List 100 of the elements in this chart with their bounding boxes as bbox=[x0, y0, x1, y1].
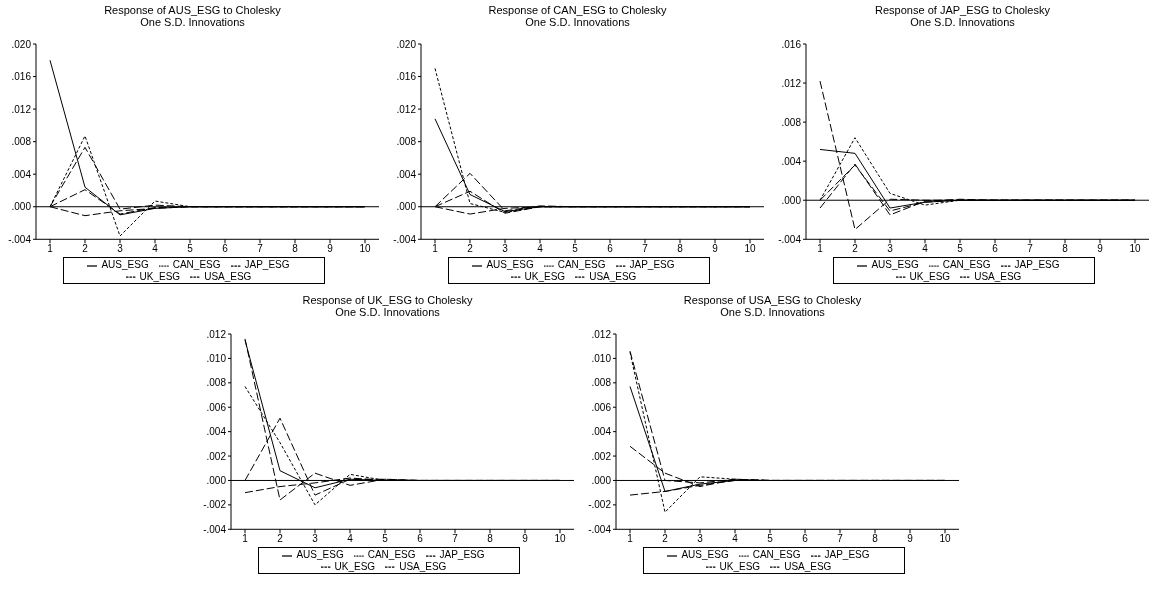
x-tick-label: 5 bbox=[767, 533, 774, 545]
y-tick-label: .008 bbox=[591, 377, 612, 389]
y-tick-label: .008 bbox=[396, 136, 417, 148]
x-tick-label: 1 bbox=[47, 243, 54, 255]
x-tick-label: 6 bbox=[417, 533, 424, 545]
chart-title: Response of USA_ESG to Cholesky bbox=[682, 294, 863, 306]
x-tick-label: 3 bbox=[697, 533, 704, 545]
legend-label: UK_ESG bbox=[719, 560, 761, 572]
x-tick-label: 9 bbox=[522, 533, 529, 545]
y-tick-label: .000 bbox=[11, 201, 32, 213]
y-tick-label: -.004 bbox=[393, 233, 417, 245]
legend-label: CAN_ESG bbox=[367, 549, 416, 561]
legend-label: JAP_ESG bbox=[1014, 259, 1060, 271]
x-tick-label: 1 bbox=[432, 243, 439, 255]
x-tick-label: 2 bbox=[852, 243, 859, 255]
legend-label: AUS_ESG bbox=[296, 549, 344, 561]
legend-label: UK_ESG bbox=[909, 270, 951, 282]
legend-label: UK_ESG bbox=[524, 270, 566, 282]
y-tick-label: .000 bbox=[781, 194, 802, 206]
legend-label: USA_ESG bbox=[784, 560, 832, 572]
y-tick-label: .002 bbox=[591, 450, 612, 462]
y-tick-label: .008 bbox=[781, 116, 802, 128]
y-tick-label: .006 bbox=[206, 401, 227, 413]
y-tick-label: .004 bbox=[206, 426, 227, 438]
x-tick-label: 4 bbox=[347, 533, 354, 545]
legend-label: JAP_ESG bbox=[244, 259, 290, 271]
x-tick-label: 4 bbox=[537, 243, 544, 255]
legend-label: AUS_ESG bbox=[681, 549, 729, 561]
y-tick-label: .012 bbox=[206, 328, 227, 340]
legend-label: JAP_ESG bbox=[439, 549, 485, 561]
x-tick-label: 8 bbox=[1062, 243, 1069, 255]
x-tick-label: 4 bbox=[922, 243, 929, 255]
x-tick-label: 10 bbox=[744, 243, 756, 255]
x-tick-label: 3 bbox=[502, 243, 509, 255]
y-tick-label: .010 bbox=[206, 352, 227, 364]
legend-label: CAN_ESG bbox=[752, 549, 801, 561]
y-tick-label: -.004 bbox=[778, 233, 802, 245]
y-tick-label: -.004 bbox=[8, 233, 32, 245]
legend-label: JAP_ESG bbox=[824, 549, 870, 561]
y-tick-label: .008 bbox=[206, 377, 227, 389]
x-tick-label: 10 bbox=[1129, 243, 1141, 255]
x-tick-label: 8 bbox=[872, 533, 879, 545]
y-tick-label: .000 bbox=[591, 475, 612, 487]
y-tick-label: .016 bbox=[11, 71, 32, 83]
legend-label: CAN_ESG bbox=[942, 259, 991, 271]
legend-label: AUS_ESG bbox=[871, 259, 919, 271]
x-tick-label: 7 bbox=[257, 243, 264, 255]
legend-label: USA_ESG bbox=[589, 270, 637, 282]
y-tick-label: .020 bbox=[396, 38, 417, 50]
chart-title: Response of AUS_ESG to Cholesky bbox=[103, 4, 282, 16]
x-tick-label: 6 bbox=[992, 243, 999, 255]
x-tick-label: 6 bbox=[802, 533, 809, 545]
x-tick-label: 2 bbox=[277, 533, 284, 545]
x-tick-label: 3 bbox=[312, 533, 319, 545]
legend-label: UK_ESG bbox=[139, 270, 181, 282]
y-tick-label: -.004 bbox=[203, 523, 227, 535]
y-tick-label: .012 bbox=[591, 328, 612, 340]
y-tick-label: -.002 bbox=[203, 499, 227, 511]
y-tick-label: .006 bbox=[591, 401, 612, 413]
chart-subtitle: One S.D. Innovations bbox=[524, 16, 631, 28]
x-tick-label: 10 bbox=[359, 243, 371, 255]
legend-label: JAP_ESG bbox=[629, 259, 675, 271]
legend-label: CAN_ESG bbox=[172, 259, 221, 271]
y-tick-label: .000 bbox=[206, 475, 227, 487]
x-tick-label: 7 bbox=[452, 533, 459, 545]
y-tick-label: .012 bbox=[11, 103, 32, 115]
x-tick-label: 8 bbox=[487, 533, 494, 545]
x-tick-label: 6 bbox=[222, 243, 229, 255]
x-tick-label: 2 bbox=[662, 533, 669, 545]
x-tick-label: 5 bbox=[382, 533, 389, 545]
y-tick-label: .016 bbox=[396, 71, 417, 83]
x-tick-label: 6 bbox=[607, 243, 614, 255]
y-tick-label: .008 bbox=[11, 136, 32, 148]
y-tick-label: -.004 bbox=[588, 523, 612, 535]
legend-label: AUS_ESG bbox=[486, 259, 534, 271]
x-tick-label: 5 bbox=[187, 243, 194, 255]
x-tick-label: 4 bbox=[732, 533, 739, 545]
x-tick-label: 7 bbox=[1027, 243, 1034, 255]
chart-subtitle: One S.D. Innovations bbox=[334, 306, 441, 318]
x-tick-label: 4 bbox=[152, 243, 159, 255]
chart-title: Response of JAP_ESG to Cholesky bbox=[874, 4, 1051, 16]
x-tick-label: 10 bbox=[939, 533, 951, 545]
x-tick-label: 9 bbox=[1097, 243, 1104, 255]
y-tick-label: .000 bbox=[396, 201, 417, 213]
legend-label: USA_ESG bbox=[974, 270, 1022, 282]
y-tick-label: .004 bbox=[11, 168, 32, 180]
y-tick-label: .002 bbox=[206, 450, 227, 462]
y-tick-label: .016 bbox=[781, 38, 802, 50]
x-tick-label: 9 bbox=[907, 533, 914, 545]
y-tick-label: .004 bbox=[396, 168, 417, 180]
x-tick-label: 5 bbox=[957, 243, 964, 255]
x-tick-label: 1 bbox=[242, 533, 249, 545]
y-tick-label: .004 bbox=[781, 155, 802, 167]
chart-subtitle: One S.D. Innovations bbox=[909, 16, 1016, 28]
x-tick-label: 8 bbox=[677, 243, 684, 255]
x-tick-label: 9 bbox=[712, 243, 719, 255]
y-tick-label: .004 bbox=[591, 426, 612, 438]
x-tick-label: 1 bbox=[627, 533, 634, 545]
x-tick-label: 2 bbox=[467, 243, 474, 255]
x-tick-label: 3 bbox=[117, 243, 124, 255]
